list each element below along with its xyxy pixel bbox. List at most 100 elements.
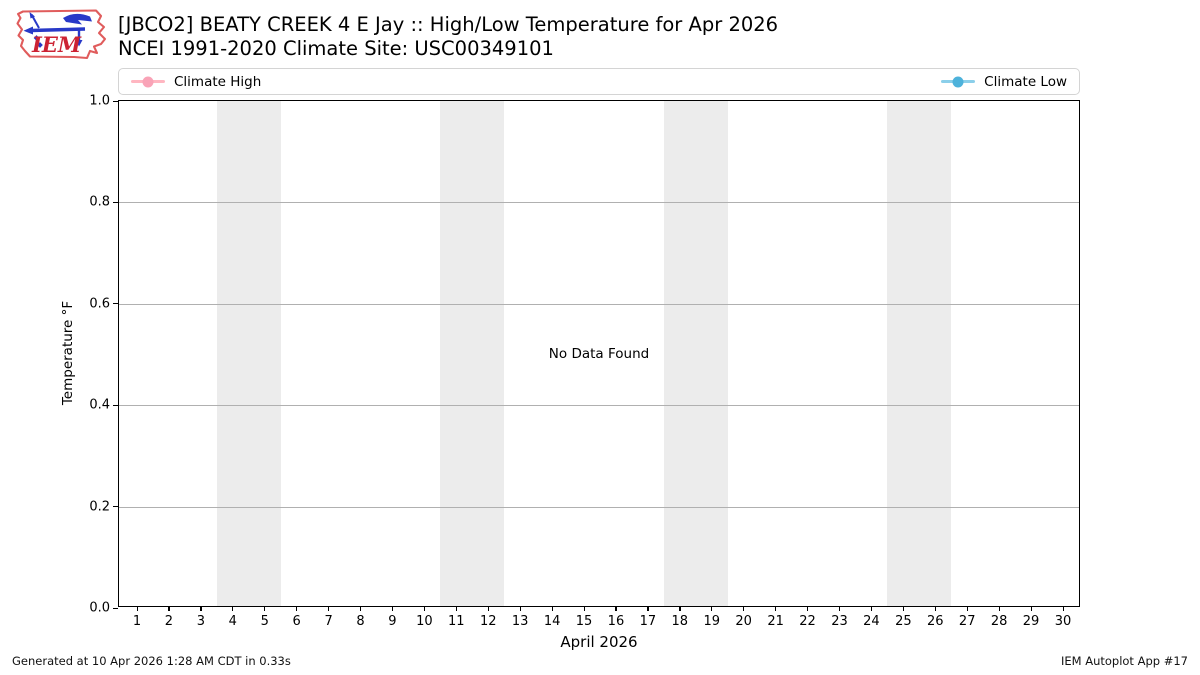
y-gridline (119, 202, 1079, 204)
x-tick-label: 25 (895, 614, 912, 629)
x-tick-label: 12 (479, 614, 497, 629)
x-tick-mark (870, 606, 873, 611)
x-tick-mark (136, 606, 138, 611)
x-tick-mark (232, 606, 234, 611)
x-tick-label: 22 (799, 614, 816, 629)
y-tick-mark (112, 303, 118, 305)
x-tick-label: 18 (671, 614, 689, 629)
x-axis-label: April 2026 (560, 633, 638, 651)
chart-subtitle: NCEI 1991-2020 Climate Site: USC00349101 (118, 36, 554, 60)
x-tick-mark (1062, 606, 1064, 611)
x-tick-mark (391, 606, 394, 611)
iem-logo-text: IEM (31, 32, 82, 57)
x-tick-label: 8 (356, 614, 365, 629)
y-tick-label: 0.6 (89, 296, 110, 312)
plot-area: No Data Found 0.0 0.2 0.4 0.6 0.8 1.0 1 2 3 4 5 6 7 8… (89, 94, 1080, 629)
x-tick-mark (264, 606, 266, 611)
x-tick-mark (519, 606, 521, 611)
x-tick-label: 20 (735, 614, 752, 629)
x-tick-label: 7 (324, 614, 333, 629)
y-tick-mark (112, 201, 118, 204)
weekend-shading-band (663, 101, 728, 606)
x-tick-mark (902, 606, 905, 611)
x-tick-mark (551, 606, 553, 611)
x-tick-mark (168, 606, 170, 611)
x-tick-label: 17 (639, 614, 657, 629)
x-tick-mark (615, 606, 617, 611)
x-tick-label: 29 (1022, 614, 1040, 629)
x-tick-mark (743, 606, 745, 611)
x-tick-mark (455, 606, 457, 611)
climate-high-marker-icon (142, 76, 154, 87)
legend-item-climate-low: Climate Low (941, 74, 1067, 90)
weekend-shading-band (887, 101, 952, 606)
x-tick-mark (328, 606, 330, 611)
y-tick-mark (112, 404, 118, 406)
x-tick-label: 5 (260, 614, 269, 629)
no-data-message: No Data Found (548, 345, 650, 362)
y-tick-mark (112, 506, 118, 508)
y-tick-label: 1.0 (89, 93, 110, 109)
y-tick-mark (112, 100, 118, 102)
y-tick-label: 0.2 (89, 499, 110, 515)
legend-label: Climate Low (984, 73, 1067, 90)
x-tick-mark (679, 606, 681, 611)
x-tick-label: 4 (228, 614, 237, 629)
x-tick-label: 19 (703, 614, 721, 629)
x-tick-mark (775, 606, 777, 611)
x-tick-label: 16 (607, 614, 625, 629)
x-tick-mark (647, 606, 649, 611)
x-tick-label: 27 (958, 614, 976, 629)
climate-low-line-icon (941, 76, 976, 87)
x-tick-label: 24 (863, 614, 880, 629)
legend: Climate High Climate Low (118, 68, 1080, 95)
x-tick-label: 30 (1054, 614, 1072, 629)
x-tick-label: 26 (926, 614, 944, 629)
generated-timestamp: Generated at 10 Apr 2026 1:28 AM CDT in … (12, 654, 291, 668)
x-tick-mark (1030, 606, 1032, 611)
climate-high-line-icon (131, 76, 165, 87)
x-tick-label: 1 (132, 614, 142, 629)
header: [JBCO2] BEATY CREEK 4 E Jay :: High/Low … (118, 13, 778, 60)
x-tick-label: 15 (575, 614, 593, 629)
x-tick-mark (934, 606, 936, 611)
x-tick-label: 9 (388, 614, 397, 629)
climate-low-marker-icon (952, 76, 964, 87)
x-tick-mark (807, 606, 809, 611)
chart-title: [JBCO2] BEATY CREEK 4 E Jay :: High/Low … (118, 13, 779, 36)
x-tick-mark (487, 606, 489, 611)
x-tick-label: 14 (543, 614, 561, 629)
x-tick-label: 10 (416, 614, 433, 629)
weekend-shading-band (440, 101, 505, 606)
legend-label: Climate High (174, 73, 262, 90)
x-tick-mark (423, 606, 426, 611)
y-gridline (119, 303, 1079, 305)
y-gridline (119, 405, 1079, 407)
x-tick-label: 23 (831, 614, 848, 629)
x-tick-label: 6 (292, 614, 301, 629)
x-tick-mark (966, 606, 968, 611)
y-tick-label: 0.8 (89, 194, 110, 210)
x-tick-mark (200, 606, 202, 611)
y-tick-mark (112, 607, 118, 609)
app-credit: IEM Autoplot App #17 (1060, 654, 1188, 668)
x-tick-label: 3 (196, 614, 205, 629)
y-axis-label: Temperature °F (60, 300, 76, 406)
weekend-shading-band (216, 101, 281, 606)
x-tick-mark (838, 606, 841, 611)
x-tick-label: 11 (448, 614, 465, 629)
x-tick-mark (711, 606, 713, 611)
x-tick-label: 2 (164, 614, 174, 629)
x-tick-mark (360, 606, 362, 611)
y-gridline (119, 506, 1079, 508)
x-tick-label: 28 (990, 614, 1008, 629)
x-tick-mark (296, 606, 298, 611)
x-tick-mark (998, 606, 1000, 611)
x-tick-mark (583, 606, 585, 611)
iem-logo: IEM (16, 9, 107, 60)
x-tick-label: 21 (767, 614, 784, 629)
y-tick-label: 0.4 (89, 397, 110, 413)
x-tick-label: 13 (511, 614, 529, 629)
legend-item-climate-high: Climate High (131, 74, 261, 90)
